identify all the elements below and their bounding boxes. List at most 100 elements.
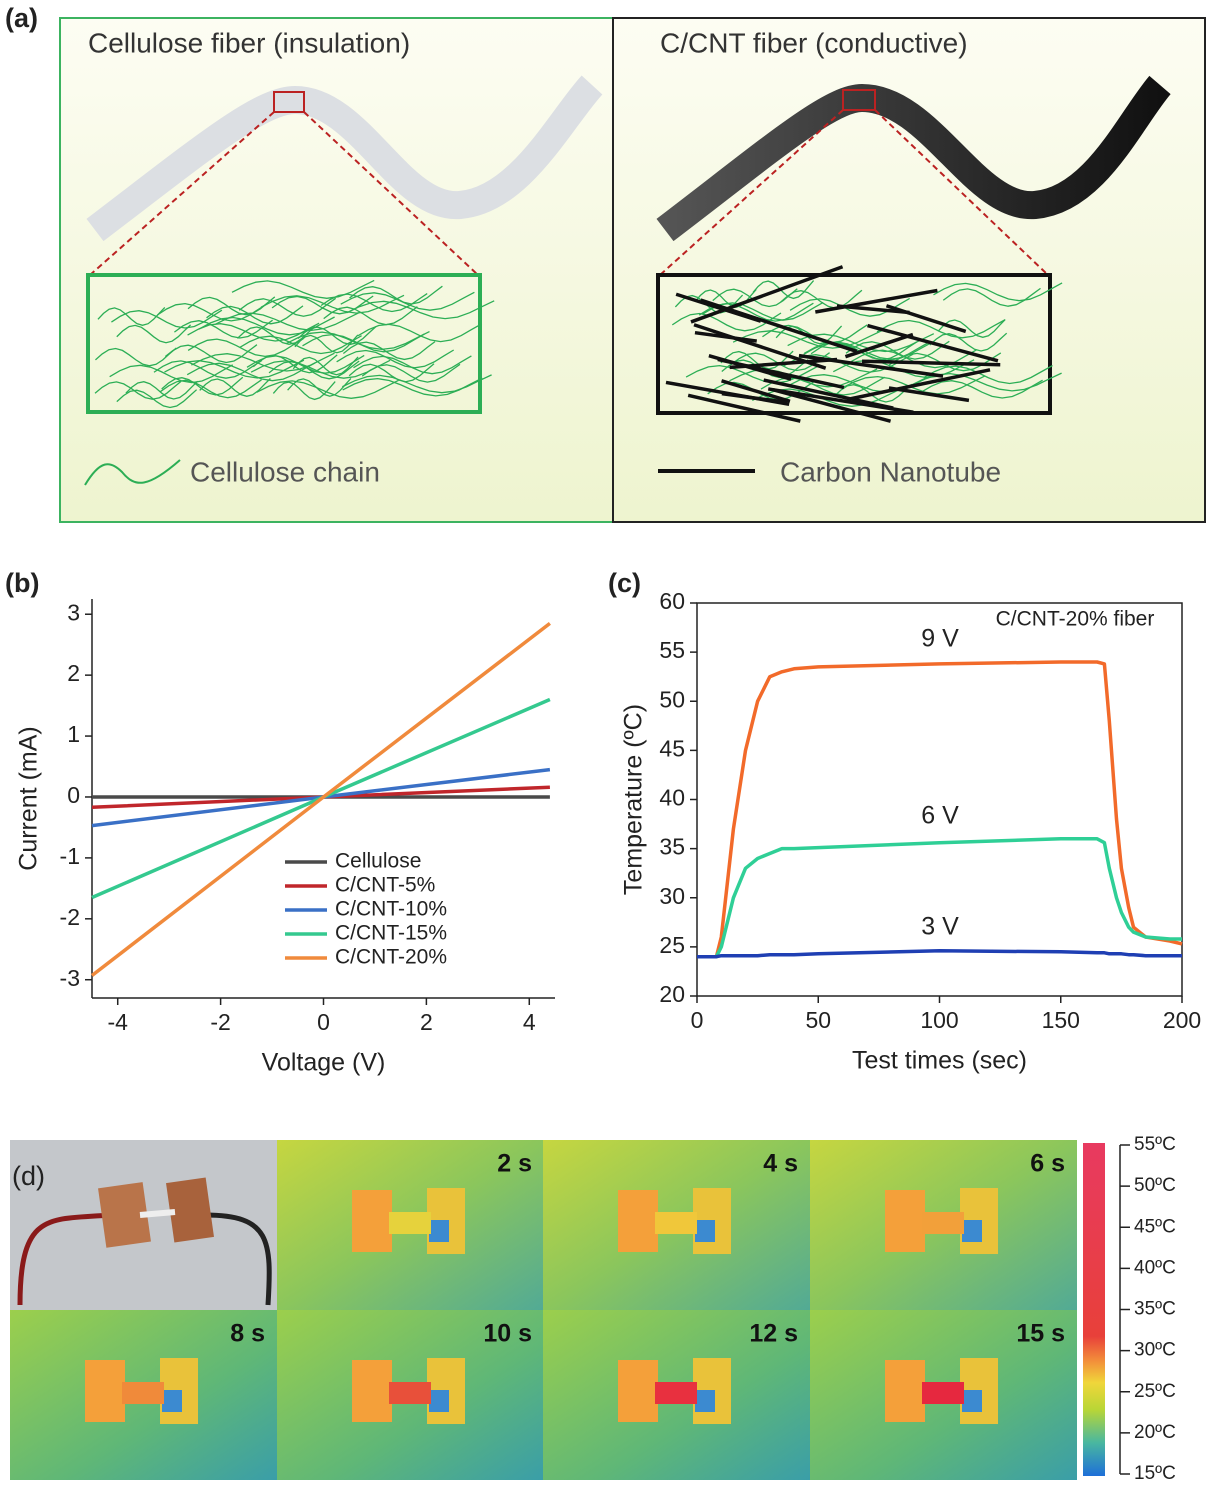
cellulose-chain [109,364,234,384]
cellulose-chain [349,285,443,305]
cellulose-chain [95,347,177,367]
y-tick-label: -2 [60,904,80,930]
x-tick-label: 150 [1042,1007,1080,1033]
x-tick-label: 200 [1163,1007,1201,1033]
cellulose-chain [920,379,1043,399]
legend-label: C/CNT-15% [335,922,447,945]
cellulose-chain [292,356,359,376]
cellulose-fiber [86,75,603,242]
fiber-heat [922,1212,964,1234]
colorbar-label: 30ºC [1134,1340,1176,1361]
nanotube [846,368,991,402]
cellulose-chain [780,289,863,309]
colorbar-label: 45ºC [1134,1216,1176,1237]
zoom-lines [89,109,1049,276]
nanotube [772,387,892,423]
cellulose-chain [159,379,262,399]
annotation: C/CNT-20% fiber [996,608,1155,631]
x-tick-label: 0 [317,1009,330,1035]
cellulose-chain [671,312,782,332]
nanotube [717,357,845,390]
x-axis-label: Test times (sec) [852,1047,1027,1075]
colorbar-label: 50ºC [1134,1175,1176,1196]
colorbar-label: 25ºC [1134,1381,1176,1402]
electrode-cool [429,1390,449,1412]
electrode-cool [429,1220,449,1242]
fiber-heat [122,1382,164,1404]
y-tick-label: 45 [659,735,685,761]
cellulose-chain [937,319,1006,338]
nanotube [862,359,1001,367]
y-tick-label: 3 [67,599,80,625]
panel-label: (b) [5,568,39,598]
electrode-heat [618,1190,658,1252]
cellulose-chain [191,352,335,372]
nanotube [693,323,827,370]
frame-time: 12 s [749,1320,798,1348]
cellulose-chain [341,374,492,394]
electrode-heat [85,1360,125,1422]
y-tick-label: 20 [659,981,685,1007]
cellulose-chain [336,349,455,369]
cellulose-chain [933,282,1063,302]
annotation: 9 V [921,625,959,653]
cellulose-chain [187,322,320,342]
annotation: 6 V [921,802,959,830]
colorbar-label: 55ºC [1134,1134,1176,1155]
cellulose-chain [94,380,182,400]
fiber-heat [655,1382,697,1404]
cellulose-chain [361,363,461,383]
cellulose-chain [752,280,815,300]
cellulose-chain [340,291,475,311]
cellulose-chain [346,300,495,320]
nanotube [815,288,938,314]
wire [204,1212,272,1306]
nanotube [690,265,844,324]
fiber-heat [389,1382,431,1404]
cellulose-chain [231,279,375,299]
panel-title: Cellulose fiber (insulation) [88,27,410,58]
cnt-fiber [656,75,1171,242]
fiber-heat [922,1382,964,1404]
nanotube [767,387,914,414]
cellulose-chain [186,362,316,382]
cellulose-chain [116,389,198,409]
colorbar-label: 35ºC [1134,1299,1176,1320]
y-tick-label: 25 [659,932,685,958]
cellulose-chain [923,365,1053,385]
fiber-heat [389,1212,431,1234]
y-tick-label: 1 [67,721,80,747]
cellulose-chain [153,359,263,379]
legend-text: Cellulose chain [190,456,380,487]
y-tick-label: -3 [60,965,80,991]
frame-time: 15 s [1016,1320,1065,1348]
x-axis-label: Voltage (V) [262,1049,386,1077]
cellulose-chain [287,377,352,397]
nanotube [867,323,999,363]
cellulose-chain [294,334,359,354]
nanotube [844,332,914,359]
electrode-heat [352,1190,392,1252]
zoom-marker [273,91,305,113]
cellulose-chain [302,333,425,353]
cellulose-chain [268,360,360,380]
annotation: 3 V [921,913,959,941]
legend-label: C/CNT-20% [335,946,447,969]
nanotube [888,386,970,403]
series-line [697,949,1182,959]
cellulose-chain [833,383,913,403]
x-tick-label: -4 [107,1009,128,1035]
series-line [90,622,551,977]
y-axis-label: Temperature (ºC) [620,704,648,895]
cellulose-chain [729,368,878,388]
x-tick-label: 100 [920,1007,958,1033]
nanotube [763,378,894,410]
cellulose-chain [164,344,258,364]
cellulose-chain [256,379,399,399]
frame-time: 4 s [763,1150,798,1178]
cellulose-chain [199,378,271,397]
fiber-heat [655,1212,697,1234]
cellulose-chain [238,297,337,317]
cellulose-chain [252,354,338,374]
cellulose-chain [732,329,883,349]
